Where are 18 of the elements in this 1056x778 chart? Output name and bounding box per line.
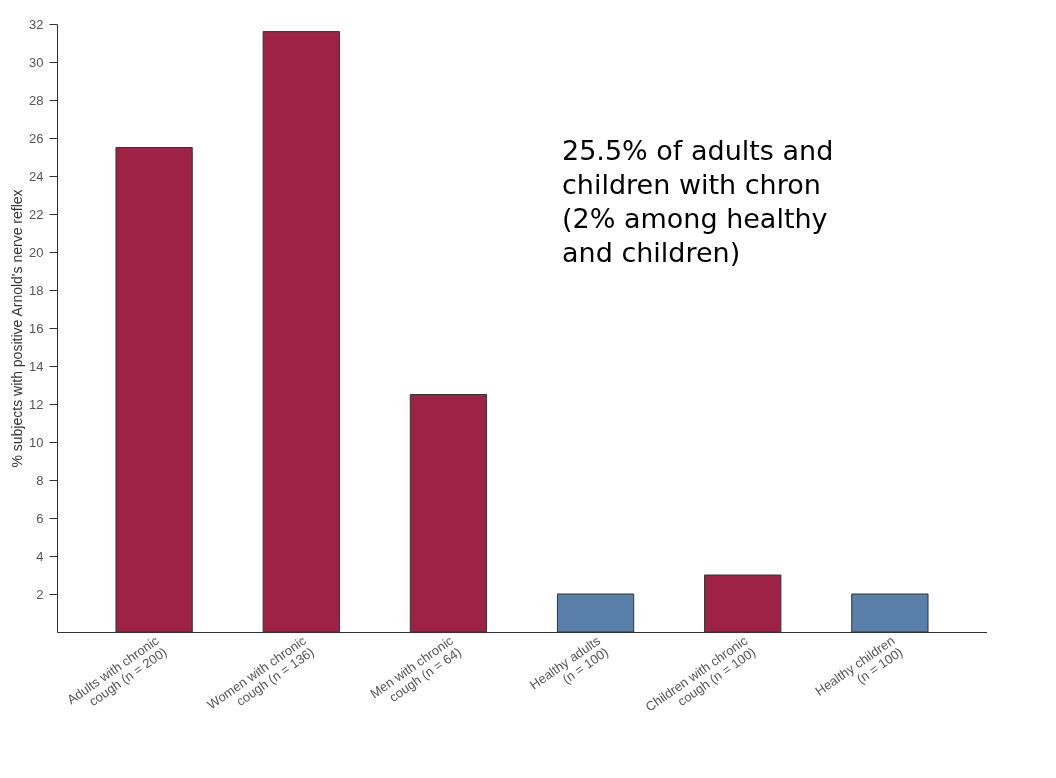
- y-tick-label: 22: [29, 206, 44, 222]
- y-tick-label: 26: [29, 130, 44, 146]
- y-tick-label: 6: [36, 510, 44, 526]
- y-tick-label: 12: [29, 396, 44, 412]
- y-tick-label: 8: [36, 472, 44, 488]
- y-tick-label: 20: [29, 244, 44, 260]
- y-tick-label: 10: [29, 434, 44, 450]
- y-tick-label: 2: [36, 586, 44, 602]
- y-tick-label: 4: [36, 548, 44, 564]
- y-axis-title: % subjects with positive Arnold's nerve reflex: [9, 189, 26, 468]
- y-tick-label: 14: [29, 358, 44, 374]
- annotation: 25.5% of adults and children with chron (2% among healthy and children): [562, 135, 834, 268]
- y-tick-label: 30: [29, 54, 44, 70]
- y-tick-label: 24: [29, 168, 44, 184]
- y-tick-label: 18: [29, 282, 44, 298]
- y-tick-label: 16: [29, 320, 44, 336]
- y-tick-label: 28: [29, 92, 44, 108]
- y-tick-label: 32: [29, 16, 44, 32]
